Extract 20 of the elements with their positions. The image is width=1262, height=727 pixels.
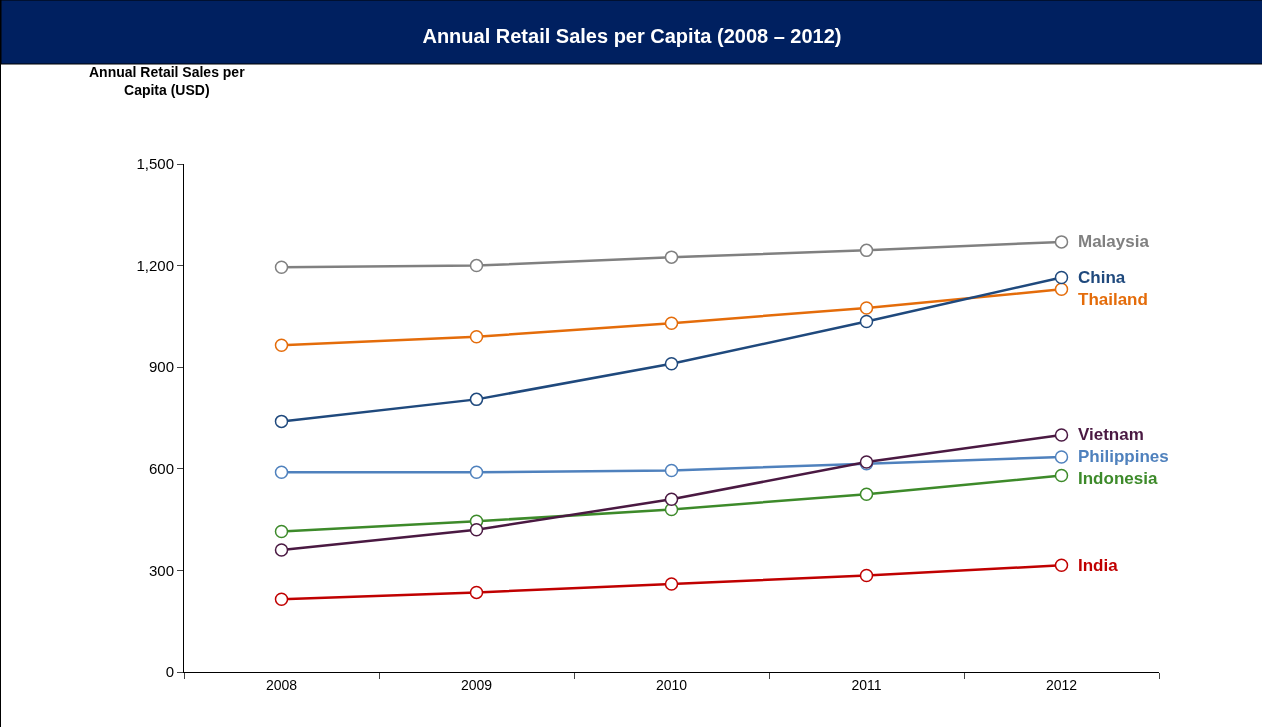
- x-tick-label: 2009: [460, 676, 493, 693]
- y-axis-title: Annual Retail Sales per Capita (USD): [89, 64, 246, 99]
- y-tick-label: 900: [148, 358, 174, 376]
- y-tick-label: 1,200: [136, 256, 174, 274]
- series-label: India: [1078, 556, 1119, 575]
- series-label: Indonesia: [1078, 469, 1158, 488]
- series-label: Malaysia: [1078, 232, 1150, 251]
- series-label: Philippines: [1078, 447, 1169, 466]
- series-label: Thailand: [1078, 290, 1148, 309]
- y-tick-label: 0: [165, 663, 174, 681]
- y-tick-label: 300: [148, 561, 174, 579]
- x-tick-label: 2010: [655, 676, 688, 693]
- x-tick-label: 2008: [265, 676, 298, 693]
- y-tick-label: 1,500: [136, 155, 174, 173]
- x-tick-label: 2012: [1045, 676, 1078, 693]
- y-tick-label: 600: [148, 460, 174, 478]
- series-label: China: [1078, 268, 1126, 287]
- chart-title: Annual Retail Sales per Capita (2008 – 2012): [422, 25, 842, 47]
- x-tick-label: 2011: [851, 676, 882, 693]
- series-label: Vietnam: [1078, 425, 1144, 444]
